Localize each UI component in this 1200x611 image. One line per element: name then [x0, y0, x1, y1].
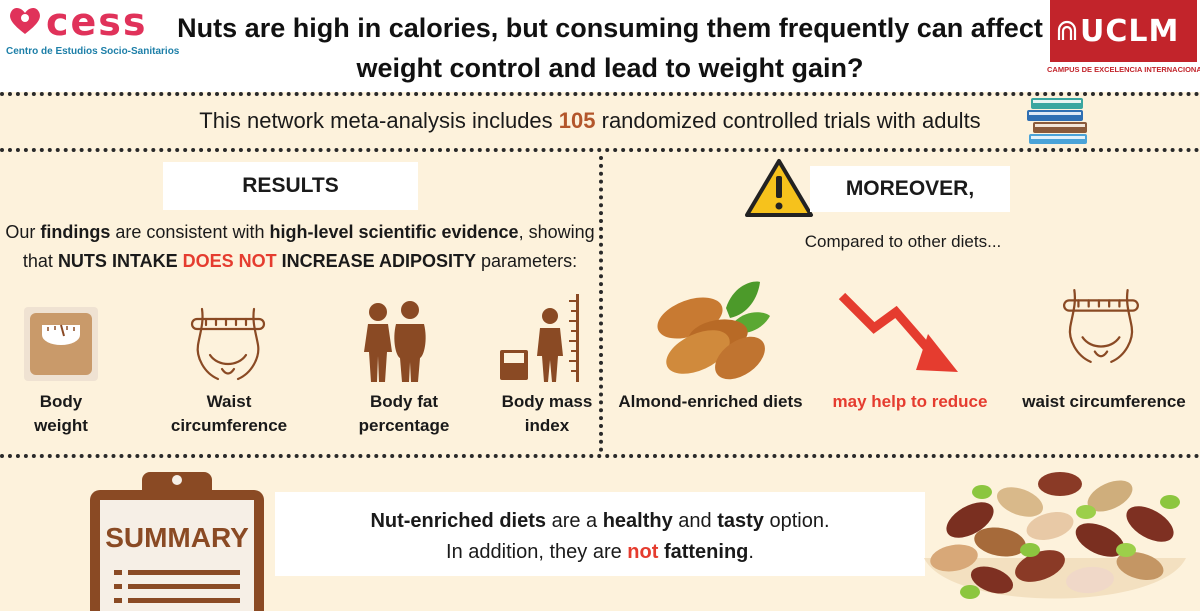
summary-line-2: In addition, they are not fattening.	[275, 537, 925, 568]
label-line: circumference	[170, 416, 288, 435]
findings-text-4: parameters:	[476, 251, 578, 271]
page-title: Nuts are high in calories, but consuming…	[177, 13, 1043, 83]
findings-text-3: , showing that	[22, 222, 595, 271]
body-weight-label: Body weight	[10, 390, 112, 438]
bmi-icon	[500, 294, 579, 382]
summary-not: not	[627, 541, 659, 563]
waist-circumference-label: waist circumference	[1022, 392, 1186, 411]
meta-prefix: This network meta-analysis includes	[199, 108, 559, 133]
summary-text-part: In addition, they are	[446, 541, 628, 563]
summary-text-part: option.	[763, 510, 830, 532]
body-fat-label: Body fat percentage	[345, 390, 463, 438]
compared-text: Compared to other diets...	[804, 232, 1002, 251]
results-findings: Our findings are consistent with high-le…	[0, 218, 600, 276]
uclm-logo: UCLM	[1050, 0, 1197, 62]
divider-vertical	[599, 156, 603, 452]
summary-line-1: Nut-enriched diets are a healthy and tas…	[275, 506, 925, 537]
cess-logo: cess Centro de Estudios Socio-Sanitarios	[6, 0, 179, 64]
label-line: Body	[39, 392, 83, 411]
cess-subtitle: Centro de Estudios Socio-Sanitarios	[6, 46, 180, 57]
meta-suffix: randomized controlled trials with adults	[595, 108, 981, 133]
findings-text-2: are consistent with	[110, 222, 270, 242]
summary-text-part: and	[672, 510, 718, 532]
label-line: Body mass	[501, 392, 593, 411]
clipboard-label: SUMMARY	[105, 522, 249, 553]
label-line: index	[524, 416, 570, 435]
divider-bottom	[0, 454, 1200, 458]
almond-label: Almond-enriched diets	[618, 392, 803, 411]
summary-text-part: are a	[546, 510, 603, 532]
cess-logo-text: cess	[46, 0, 148, 44]
summary-text-part: .	[748, 541, 754, 563]
findings-nuts-intake: NUTS INTAKE	[57, 251, 178, 271]
findings-evidence: high-level scientific evidence	[269, 222, 519, 242]
label-line: percentage	[358, 416, 450, 435]
findings-does-not: DOES NOT	[182, 251, 277, 271]
downward-trend-icon	[838, 292, 958, 372]
body-fat-icon	[364, 301, 426, 382]
reduce-label: may help to reduce	[832, 392, 988, 411]
label-line: weight	[34, 416, 88, 435]
uclm-tower-icon	[1057, 20, 1077, 40]
summary-nut-diets: Nut-enriched diets	[370, 510, 547, 532]
warning-icon	[745, 159, 813, 217]
scale-icon	[24, 307, 98, 381]
cess-heart-icon	[10, 7, 40, 34]
summary-text: Nut-enriched diets are a healthy and tas…	[275, 492, 925, 576]
header: cess Centro de Estudios Socio-Sanitarios…	[0, 0, 1200, 92]
meta-analysis-line: This network meta-analysis includes 105 …	[0, 108, 1180, 134]
books-icon	[1027, 98, 1087, 144]
waist-circumference-icon	[1062, 289, 1139, 363]
divider-middle	[0, 148, 1200, 152]
bmi-label: Body mass index	[490, 390, 604, 438]
findings-bold: findings	[40, 222, 111, 242]
summary-healthy: healthy	[602, 510, 673, 532]
summary-tasty: tasty	[717, 510, 764, 532]
almonds-icon	[657, 281, 770, 380]
findings-increase: INCREASE ADIPOSITY	[281, 251, 477, 271]
waist-icon	[190, 307, 266, 381]
label-line: Waist	[206, 392, 252, 411]
findings-text-1: Our	[5, 222, 41, 242]
moreover-heading: MOREOVER,	[810, 166, 1010, 212]
mixed-nuts-icon	[924, 472, 1186, 599]
summary-fattening: fattening	[663, 541, 749, 563]
clipboard-icon	[90, 472, 264, 611]
divider-top	[0, 92, 1200, 96]
trial-count: 105	[558, 108, 596, 133]
label-line: Body fat	[370, 392, 438, 411]
uclm-subtitle: CAMPUS DE EXCELENCIA INTERNACIONAL	[1047, 65, 1200, 74]
results-heading: RESULTS	[163, 162, 418, 210]
waist-label: Waist circumference	[160, 390, 298, 438]
uclm-logo-text: UCLM	[1080, 14, 1180, 49]
